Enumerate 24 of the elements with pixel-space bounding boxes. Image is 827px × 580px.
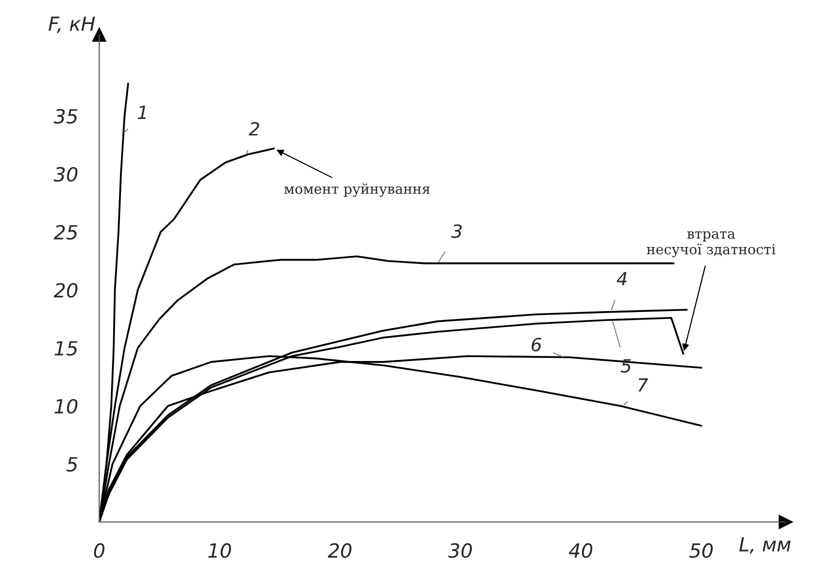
y-tick-label: 5 [66, 457, 78, 472]
annotation: 1 [138, 106, 146, 119]
x-tick-label: 40 [568, 543, 592, 558]
y-tick-label: 30 [54, 166, 78, 182]
y-tick-label: 35 [54, 108, 78, 124]
x-tick-label: 0 [94, 543, 104, 558]
annotation: втрата несучої здатності [646, 231, 776, 258]
y-tick-label: 15 [54, 341, 78, 356]
annotation: 5 [620, 359, 631, 373]
x-tick-label: 20 [328, 543, 352, 558]
x-tick-label: 30 [448, 543, 472, 558]
y-axis-title: F, кН [48, 16, 95, 34]
y-tick-label: 10 [54, 398, 78, 414]
annotation: 2 [248, 122, 260, 136]
x-tick-label: 10 [208, 543, 232, 558]
y-tick-label: 25 [54, 224, 78, 240]
annotation: 6 [532, 338, 542, 352]
x-tick-label: 50 [689, 543, 713, 558]
annotation: 7 [638, 378, 648, 392]
annotation: 4 [616, 272, 627, 286]
annotation: 3 [451, 224, 462, 238]
y-tick-label: 20 [54, 282, 78, 298]
annotation: момент руйнування [284, 183, 430, 197]
x-axis-title: L, мм [739, 537, 791, 554]
